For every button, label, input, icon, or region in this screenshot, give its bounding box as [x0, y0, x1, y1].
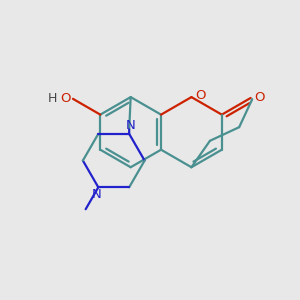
Text: N: N [126, 119, 136, 132]
Text: O: O [195, 89, 206, 102]
Text: O: O [254, 92, 265, 104]
Text: O: O [60, 92, 70, 105]
Text: H: H [48, 92, 58, 105]
Text: N: N [92, 188, 102, 202]
